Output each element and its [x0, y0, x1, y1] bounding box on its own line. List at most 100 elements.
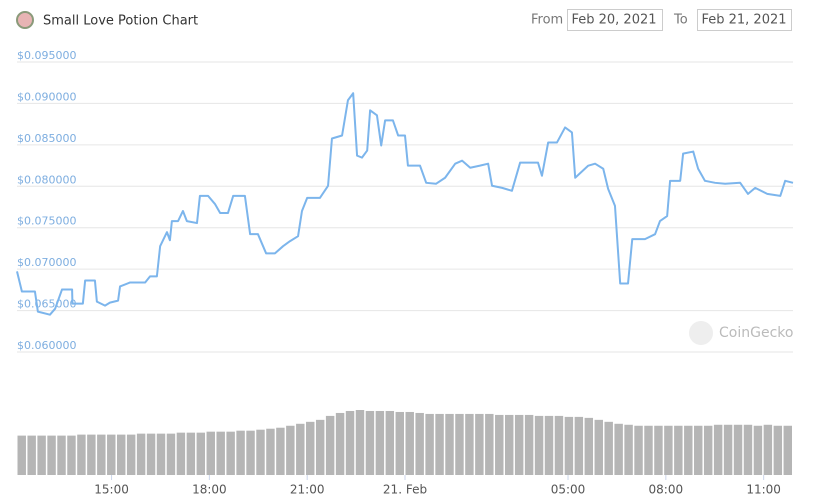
volume-bar — [763, 424, 773, 475]
volume-bar — [773, 425, 783, 475]
volume-bar — [186, 432, 196, 475]
volume-bar — [116, 434, 126, 475]
volume-bar — [495, 414, 504, 475]
volume-bar — [266, 428, 275, 475]
volume-bar — [574, 416, 584, 475]
volume-bar — [296, 423, 305, 475]
volume-bar — [196, 432, 206, 475]
volume-bar — [136, 433, 146, 475]
x-tick-label: 11:00 — [746, 483, 781, 497]
x-tick-label: 15:00 — [94, 483, 129, 497]
volume-bar — [365, 410, 375, 475]
volume-bar — [524, 414, 534, 475]
volume-bar — [703, 425, 713, 475]
price-line — [16, 92, 794, 316]
volume-bar — [504, 414, 514, 475]
volume-bar — [405, 411, 414, 475]
volume-bar — [226, 431, 235, 475]
volume-bar — [634, 425, 643, 475]
volume-bar — [455, 413, 464, 475]
volume-bar — [325, 415, 335, 475]
volume-bar — [584, 417, 594, 475]
volume-bar — [57, 435, 66, 475]
watermark: CoinGecko — [719, 325, 793, 341]
watermark-logo — [689, 321, 713, 345]
y-tick-label: $0.065000 — [17, 298, 77, 311]
volume-bar — [176, 432, 186, 475]
volume-bar — [644, 425, 653, 475]
volume-bar — [216, 431, 225, 475]
volume-bar — [256, 429, 265, 475]
volume-bar — [345, 410, 355, 475]
y-tick-label: $0.090000 — [17, 90, 77, 103]
volume-bar — [276, 427, 285, 475]
volume-bar — [723, 424, 733, 475]
y-tick-label: $0.095000 — [17, 49, 77, 62]
volume-bar — [624, 424, 633, 475]
from-input[interactable] — [567, 9, 663, 31]
from-date: Feb 20, 2021 — [571, 13, 656, 28]
volume-bar — [654, 425, 663, 475]
volume-bar — [604, 421, 613, 475]
volume-bar — [97, 434, 106, 475]
volume-bar — [485, 413, 494, 475]
volume-bar — [544, 415, 554, 475]
volume-bar — [315, 419, 325, 475]
volume-bar — [335, 412, 345, 475]
volume-bar — [415, 412, 424, 475]
volume-bar — [435, 413, 444, 475]
y-tick-label: $0.085000 — [17, 132, 77, 145]
x-tick-label: 21. Feb — [383, 483, 427, 497]
y-tick-label: $0.060000 — [17, 339, 77, 352]
x-tick-label: 18:00 — [192, 483, 227, 497]
to-label: To — [673, 13, 688, 28]
volume-bar — [236, 430, 245, 475]
volume-bar — [77, 434, 86, 475]
volume-bar — [206, 431, 215, 475]
volume-bar — [733, 424, 743, 475]
to-input[interactable] — [697, 9, 792, 31]
volume-bar — [564, 416, 574, 475]
volume-bar — [67, 435, 76, 475]
volume-bar — [286, 425, 295, 475]
volume-bar — [385, 410, 395, 475]
volume-bar — [126, 434, 136, 475]
x-tick-label: 05:00 — [551, 483, 586, 497]
chart-title: Small Love Potion Chart — [43, 14, 198, 29]
volume-bar — [375, 410, 385, 475]
volume-bar — [425, 413, 434, 475]
volume-bar — [664, 425, 673, 475]
volume-bar — [445, 413, 454, 475]
volume-bar — [156, 433, 166, 475]
volume-bar — [684, 425, 693, 475]
volume-bar — [17, 435, 26, 475]
volume-bar — [47, 435, 56, 475]
from-label: From — [531, 13, 563, 28]
volume-bar — [27, 435, 36, 475]
x-tick-label: 08:00 — [649, 483, 684, 497]
volume-bar — [674, 425, 683, 475]
volume-bar — [395, 411, 404, 475]
to-date: Feb 21, 2021 — [701, 13, 786, 28]
volume-bar — [694, 425, 703, 475]
volume-bar — [594, 419, 603, 475]
volume-bar — [554, 415, 564, 475]
coin-icon — [16, 11, 34, 29]
volume-bar — [306, 421, 315, 475]
volume-bar — [146, 433, 156, 475]
volume-bar — [783, 425, 792, 475]
volume-bar — [534, 415, 544, 475]
volume-bar — [465, 413, 474, 475]
volume-bar — [614, 423, 623, 475]
y-tick-label: $0.070000 — [17, 256, 77, 269]
volume-bar — [37, 435, 46, 475]
volume-bar — [166, 433, 176, 475]
volume-bar — [87, 434, 96, 475]
x-tick-label: 21:00 — [290, 483, 325, 497]
volume-bar — [743, 424, 753, 475]
volume-bar — [713, 424, 723, 475]
y-tick-label: $0.080000 — [17, 173, 77, 186]
volume-bar — [246, 430, 255, 475]
volume-bar — [355, 410, 365, 475]
